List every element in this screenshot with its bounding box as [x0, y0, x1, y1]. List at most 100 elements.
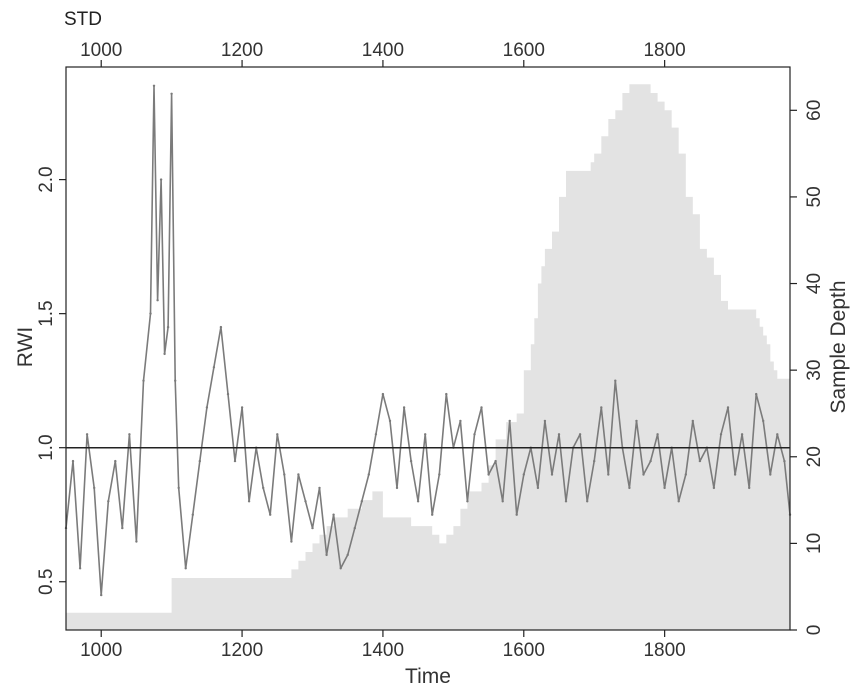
rwi-data-point	[135, 540, 138, 543]
rwi-data-point	[431, 513, 434, 516]
rwi-data-point	[635, 419, 638, 423]
rwi-data-point	[247, 500, 251, 503]
rwi-data-point	[381, 392, 385, 396]
rwi-data-point	[205, 406, 209, 409]
x-axis-bottom: 1000 1200 1400 1600 1800	[80, 630, 686, 661]
rwi-data-point	[128, 433, 131, 436]
rwi-data-point	[733, 473, 737, 476]
rwi-data-point	[367, 473, 370, 476]
rwi-data-point	[586, 500, 589, 503]
x-top-tick-label: 1400	[362, 40, 404, 61]
rwi-data-point	[712, 486, 716, 490]
rwi-data-point	[78, 567, 82, 570]
rwi-data-point	[783, 459, 786, 463]
rwi-data-point	[269, 513, 272, 516]
rwi-data-point	[346, 553, 349, 557]
rwi-data-point	[71, 459, 75, 463]
y-tick-label: 1.0	[36, 434, 57, 460]
rwi-data-point	[276, 433, 279, 436]
x-axis-title: Time	[405, 665, 451, 688]
rwi-data-point	[240, 406, 244, 409]
rwi-data-point	[557, 433, 561, 436]
rwi-data-point	[339, 567, 342, 570]
rwi-data-point	[374, 433, 378, 436]
y2-tick-label: 0	[804, 625, 825, 636]
rwi-data-point	[184, 567, 187, 570]
rwi-data-point	[416, 500, 420, 503]
y2-tick-label: 20	[804, 446, 825, 467]
rwi-data-point	[166, 325, 170, 329]
rwi-data-point	[663, 486, 666, 490]
corner-title: STD	[64, 9, 102, 30]
rwi-data-point	[536, 486, 540, 490]
rwi-data-point	[564, 500, 568, 503]
x-top-tick-label: 1600	[503, 40, 545, 61]
rwi-data-point	[614, 379, 617, 382]
x-top-tick-label: 1800	[643, 40, 685, 61]
y-tick-label: 0.5	[36, 569, 57, 595]
rwi-data-point	[642, 473, 645, 476]
x-tick-label: 1800	[643, 640, 685, 661]
y2-tick-label: 10	[804, 533, 825, 554]
x-tick-label: 1000	[80, 640, 122, 661]
y-axis-right: 0 10 20 30 40 50 60	[790, 100, 825, 636]
rwi-data-point	[776, 433, 779, 436]
rwi-data-point	[149, 312, 152, 315]
rwi-data-point	[388, 419, 392, 423]
rwi-data-point	[177, 486, 180, 490]
rwi-data-point	[550, 473, 554, 476]
rwi-data-point	[501, 500, 504, 503]
rwi-data-point	[170, 92, 173, 96]
rwi-data-point	[691, 419, 694, 423]
rwi-series-line	[65, 85, 791, 596]
x-tick-label: 1200	[221, 640, 263, 661]
rwi-data-point	[325, 553, 328, 557]
rwi-data-point	[409, 459, 413, 463]
y-axis-title: RWI	[14, 327, 37, 367]
y2-axis-title: Sample Depth	[827, 280, 850, 413]
rwi-data-point	[353, 526, 356, 530]
sample-depth-area	[66, 84, 790, 631]
rwi-data-point	[297, 473, 300, 476]
x-tick-label: 1400	[362, 640, 404, 661]
rwi-data-point	[578, 433, 582, 436]
y-axis-left: 0.5 1.0 1.5 2.0	[36, 166, 66, 595]
rwi-data-point	[473, 433, 476, 436]
sample-depth-area-layer	[66, 84, 790, 631]
y2-tick-label: 60	[804, 100, 825, 121]
rwi-data-point	[114, 459, 117, 463]
x-axis-top: 1000 1200 1400 1600 1800	[80, 40, 686, 67]
x-top-tick-label: 1000	[80, 40, 122, 61]
rwi-data-point	[656, 433, 659, 436]
rwi-data-point	[755, 392, 758, 396]
rwi-data-point	[198, 459, 201, 463]
rwi-data-point	[607, 473, 610, 476]
rwi-data-point	[438, 473, 441, 476]
rwi-data-point	[719, 433, 723, 436]
y2-tick-label: 40	[804, 273, 825, 294]
rwi-data-point	[304, 500, 307, 503]
rwi-data-point	[360, 500, 363, 503]
rwi-data-point	[191, 513, 194, 516]
y2-tick-label: 50	[804, 186, 825, 207]
rwi-data-point	[332, 513, 335, 516]
rwi-data-point	[466, 500, 469, 503]
rwi-data-point	[494, 459, 497, 463]
rwi-data-point	[163, 352, 166, 356]
rwi-data-point	[311, 526, 314, 530]
rwi-data-point	[100, 593, 103, 597]
rwi-data-point	[698, 459, 702, 463]
rwi-data-point	[762, 419, 765, 423]
rwi-data-point	[395, 486, 399, 490]
rwi-data-point	[480, 406, 483, 409]
x-tick-label: 1600	[503, 640, 545, 661]
rwi-data-point	[726, 406, 730, 409]
rwi-data-point	[649, 459, 652, 463]
rwi-data-point	[522, 473, 525, 476]
rwi-data-point	[142, 379, 145, 382]
plot-frame	[65, 66, 791, 631]
rwi-data-point	[459, 419, 462, 423]
y-tick-label: 2.0	[36, 166, 57, 192]
rwi-data-point	[424, 433, 427, 436]
